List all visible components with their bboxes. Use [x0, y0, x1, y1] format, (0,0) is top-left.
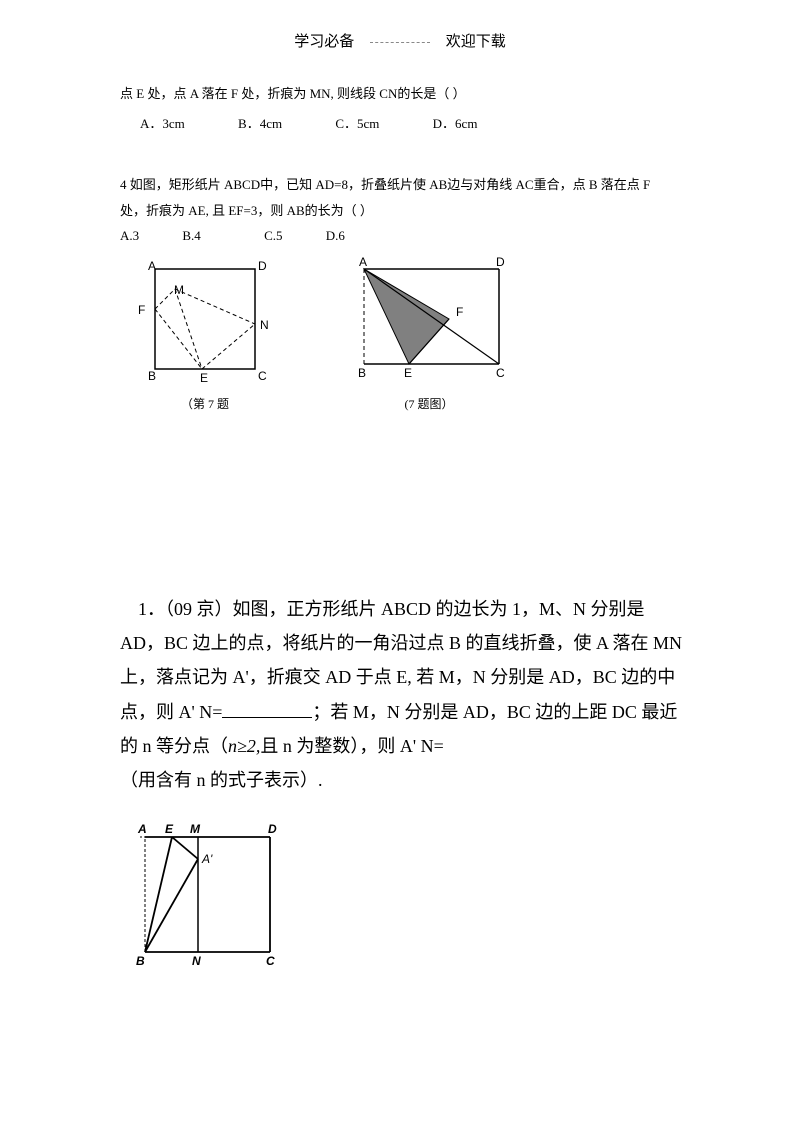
fig3-C: C: [266, 954, 275, 967]
option-d: D．6cm: [433, 116, 478, 131]
fig3-E: E: [165, 822, 174, 836]
fig3-M: M: [190, 822, 201, 836]
header-divider: [370, 42, 430, 43]
figures-row: A D B C M F N E （第 7 题: [130, 254, 740, 412]
figure2-container: A D F B E C (7 题图）: [344, 254, 514, 412]
fig1-E: E: [200, 371, 208, 384]
option-c: C．5cm: [335, 116, 379, 131]
figure3-svg: A E M D A' B N C: [120, 817, 290, 967]
fig1-C: C: [258, 369, 267, 383]
problem4-line2: 处，折痕为 AE, 且 EF=3，则 AB的长为（ ）: [120, 203, 373, 218]
figure2-caption: (7 题图）: [344, 395, 514, 412]
fig1-A: A: [148, 259, 156, 273]
option4-c: C.5: [264, 228, 282, 243]
problem-long: 1．（09 京）如图，正方形纸片 ABCD 的边长为 1，M、N 分别是 AD，…: [120, 592, 690, 797]
header-left: 学习必备: [294, 30, 354, 51]
option4-a: A.3: [120, 228, 139, 243]
option4-d: D.6: [326, 228, 345, 243]
plong-cond: n≥2,: [228, 736, 260, 756]
fig3-B: B: [136, 954, 145, 967]
problem4-line1: 4 如图，矩形纸片 ABCD中，已知 AD=8，折叠纸片使 AB边与对角线 AC…: [120, 177, 650, 192]
fig2-D: D: [496, 255, 505, 269]
problem4-options: A.3 B.4 C.5 D.6: [120, 228, 740, 244]
fig2-C: C: [496, 366, 505, 380]
problem3-options: A．3cm B．4cm C．5cm D．6cm: [140, 113, 740, 132]
option-a: A．3cm: [140, 116, 185, 131]
fig1-F: F: [138, 303, 145, 317]
fig1-N: N: [260, 318, 269, 332]
fig2-B: B: [358, 366, 366, 380]
problem4-text: 4 如图，矩形纸片 ABCD中，已知 AD=8，折叠纸片使 AB边与对角线 AC…: [120, 172, 700, 224]
fig1-B: B: [148, 369, 156, 383]
fig2-F: F: [456, 305, 463, 319]
fig3-A: A: [137, 822, 147, 836]
option-b: B．4cm: [238, 116, 282, 131]
fig3-D: D: [268, 822, 277, 836]
page-header: 学习必备 欢迎下载: [60, 30, 740, 51]
plong-text3: 且 n 为整数），则 A' N=: [260, 736, 443, 756]
fig2-A: A: [359, 255, 367, 269]
option4-b: B.4: [182, 228, 200, 243]
fig1-D: D: [258, 259, 267, 273]
figure1-caption: （第 7 题: [130, 395, 280, 412]
header-right: 欢迎下载: [446, 30, 506, 51]
problem3-text: 点 E 处，点 A 落在 F 处，折痕为 MN, 则线段 CN的长是（ ）: [120, 81, 700, 107]
figure1-svg: A D B C M F N E: [130, 254, 280, 384]
figure2-svg: A D F B E C: [344, 254, 514, 384]
fig2-E: E: [404, 366, 412, 380]
fig3-N: N: [192, 954, 201, 967]
figure3-container: A E M D A' B N C: [120, 817, 740, 972]
plong-text4: （用含有 n 的式子表示）.: [120, 770, 323, 790]
figure1-container: A D B C M F N E （第 7 题: [130, 254, 280, 412]
fig3-Ap: A': [201, 852, 213, 866]
blank1: [222, 717, 312, 718]
